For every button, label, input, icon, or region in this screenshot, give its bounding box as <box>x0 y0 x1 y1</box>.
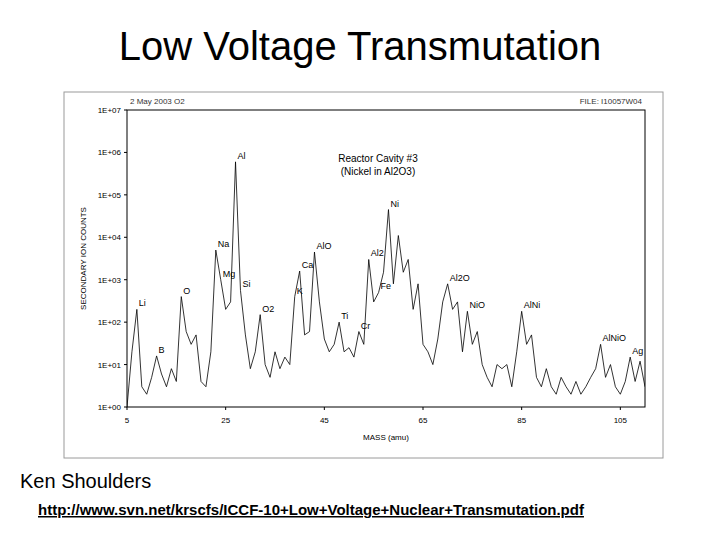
peak-label: Cr <box>361 321 371 331</box>
peak-label: Si <box>242 279 250 289</box>
x-tick <box>324 407 325 410</box>
y-tick <box>124 279 127 280</box>
author: Ken Shoulders <box>20 470 151 492</box>
x-tick <box>423 407 424 410</box>
slide-title: Low Voltage Transmutation <box>119 24 602 68</box>
x-tick <box>127 407 128 410</box>
header-right: FILE: I10057W04 <box>580 97 643 106</box>
y-tick-label: 1E+00 <box>98 403 122 412</box>
header-left: 2 May 2003 O2 <box>130 97 185 106</box>
y-tick <box>124 322 127 323</box>
chart-title: Reactor Cavity #3 <box>338 153 418 164</box>
peak-label: Li <box>139 298 146 308</box>
plot-area <box>127 162 645 407</box>
y-tick <box>124 194 127 195</box>
y-tick-label: 1E+01 <box>98 361 122 370</box>
y-tick-label: 1E+03 <box>98 276 122 285</box>
peak-label: Al2O <box>450 273 470 283</box>
x-tick <box>225 407 226 410</box>
x-tick-label: 105 <box>614 416 628 425</box>
peak-label: Ti <box>341 311 348 321</box>
slide: Low Voltage Transmutation Ken Shoulders ht… <box>0 0 720 540</box>
y-tick-label: 1E+02 <box>98 318 122 327</box>
y-axis-label: SECONDARY ION COUNTS <box>79 207 88 310</box>
y-tick <box>124 364 127 365</box>
peak-label: K <box>297 286 303 296</box>
peak-label: Na <box>218 239 230 249</box>
y-tick-label: 1E+06 <box>98 148 122 157</box>
y-tick <box>124 110 127 111</box>
peak-label: B <box>159 345 165 355</box>
x-tick-label: 85 <box>517 416 526 425</box>
x-axis-label: MASS (amu) <box>363 433 409 442</box>
peak-label: O <box>183 286 190 296</box>
url: http://www.svn.net/krscfs/ICCF-10+Low+Vo… <box>38 501 585 518</box>
peak-label: Ag <box>632 346 643 356</box>
y-tick-label: 1E+05 <box>98 191 122 200</box>
peak-label: Ni <box>390 199 399 209</box>
y-tick-label: 1E+04 <box>98 233 122 242</box>
x-tick-label: 45 <box>320 416 329 425</box>
y-tick-label: 1E+07 <box>98 106 122 115</box>
peak-label: AlNiO <box>603 333 627 343</box>
peak-label: AlO <box>316 241 331 251</box>
spectrum-line <box>127 162 645 407</box>
peak-label: O2 <box>262 304 274 314</box>
x-tick-label: 5 <box>125 416 130 425</box>
peak-label: Al <box>238 151 246 161</box>
x-tick-label: 25 <box>221 416 230 425</box>
x-tick <box>521 407 522 410</box>
y-tick <box>124 237 127 238</box>
peak-label: Ca <box>302 260 314 270</box>
peak-label: NiO <box>469 300 485 310</box>
chart-subtitle: (Nickel in Al2O3) <box>341 166 415 177</box>
x-tick-label: 65 <box>419 416 428 425</box>
peak-label: Fe <box>381 281 392 291</box>
chart-frame <box>64 92 663 458</box>
plot-frame <box>127 110 645 407</box>
peak-label: Al2 <box>371 248 384 258</box>
y-tick <box>124 152 127 153</box>
peak-label: Mg <box>223 269 236 279</box>
peak-label: AlNi <box>524 300 541 310</box>
x-tick <box>620 407 621 410</box>
